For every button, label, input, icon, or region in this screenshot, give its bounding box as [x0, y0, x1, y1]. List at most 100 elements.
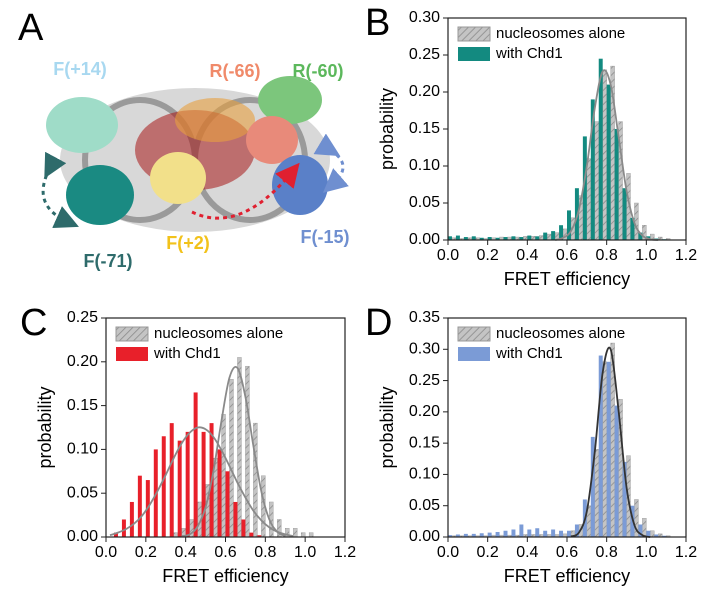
bar [543, 232, 548, 240]
bar [137, 475, 142, 537]
bar [257, 535, 262, 537]
site-label: R(-66) [209, 61, 260, 81]
legend-label: with Chd1 [495, 345, 563, 362]
bar [574, 524, 579, 537]
arrow [191, 162, 300, 220]
bar [193, 392, 198, 537]
bar [567, 530, 571, 537]
bar [463, 237, 468, 240]
x-tick-label: 1.0 [294, 544, 316, 561]
y-tick-label: 0.00 [67, 528, 98, 545]
bar [594, 449, 599, 538]
bar [630, 217, 635, 240]
y-tick-label: 0.15 [409, 120, 440, 137]
legend-swatch [115, 326, 149, 342]
site-label: F(+2) [166, 233, 210, 253]
bar [245, 365, 250, 538]
x-tick-label: 0.6 [556, 544, 578, 561]
bar [253, 422, 258, 538]
bar [471, 533, 476, 537]
bar [503, 530, 508, 537]
x-tick-label: 0.4 [516, 247, 538, 264]
y-tick-label: 0.05 [409, 497, 440, 514]
bar [308, 532, 314, 538]
x-tick-label: 0.2 [477, 247, 499, 264]
bar [121, 519, 126, 537]
legend-label: with Chd1 [495, 45, 563, 62]
bar [602, 69, 607, 241]
bar [448, 236, 452, 240]
bar [503, 237, 508, 240]
bar [479, 533, 484, 537]
bar [519, 524, 524, 537]
y-axis-title: probability [35, 386, 55, 468]
bar [567, 210, 571, 240]
x-axis-title: FRET efficiency [504, 566, 630, 586]
bar [113, 532, 118, 537]
y-tick-label: 0.15 [409, 434, 440, 451]
bar [293, 528, 298, 538]
x-tick-label: 0.6 [214, 544, 236, 561]
bar [519, 237, 524, 240]
dye [246, 116, 298, 164]
bar [177, 440, 182, 537]
panel-letter: B [365, 2, 390, 44]
x-tick-label: 0.6 [556, 247, 578, 264]
bar [602, 361, 607, 538]
bar [590, 436, 595, 537]
panel-letter: D [365, 302, 392, 344]
x-tick-label: 0.2 [135, 544, 157, 561]
y-tick-label: 0.05 [409, 194, 440, 211]
y-tick-label: 0.25 [409, 46, 440, 63]
bar [598, 355, 603, 537]
bar [654, 534, 659, 537]
x-tick-label: 1.2 [675, 247, 697, 264]
bar [129, 501, 134, 537]
legend-swatch [458, 47, 490, 61]
x-tick-label: 0.4 [516, 544, 538, 561]
bar [638, 524, 643, 537]
bar [606, 84, 611, 240]
legend-label: nucleosomes alone [496, 25, 625, 42]
site-label: F(-15) [301, 227, 350, 247]
bar [487, 532, 492, 537]
bar [606, 361, 611, 537]
y-tick-label: 0.10 [409, 157, 440, 174]
y-tick-label: 0.30 [409, 9, 440, 26]
panel-letter: C [20, 302, 47, 344]
fit-curve [554, 69, 659, 241]
bar [487, 237, 492, 240]
y-tick-label: 0.20 [409, 83, 440, 100]
bar [535, 236, 540, 240]
bar [582, 136, 587, 240]
y-tick-label: 0.00 [409, 231, 440, 248]
panel-letter: A [18, 7, 44, 49]
bar [622, 461, 627, 537]
bar [551, 231, 556, 240]
dye [66, 165, 134, 225]
x-tick-label: 0.8 [254, 544, 276, 561]
bar [249, 532, 254, 537]
bar [201, 431, 206, 537]
bar [662, 535, 667, 537]
site-label: F(-71) [84, 251, 133, 271]
bar [539, 235, 544, 241]
y-tick-label: 0.00 [409, 528, 440, 545]
arrow [41, 151, 79, 229]
bar [173, 532, 178, 538]
legend-label: nucleosomes alone [496, 325, 625, 342]
y-tick-label: 0.20 [409, 403, 440, 420]
panel-a: A F(+14) R(-66) R(-60) F(-71) F(+2) F(-1… [18, 7, 350, 271]
x-tick-label: 0.2 [477, 544, 499, 561]
x-axis-title: FRET efficiency [162, 566, 288, 586]
bar [559, 225, 564, 240]
legend-swatch [457, 326, 491, 342]
bar [185, 431, 190, 537]
bar [559, 530, 564, 537]
bar [594, 121, 599, 241]
bar [614, 405, 619, 537]
bar [551, 529, 556, 537]
site-label: R(-60) [292, 61, 343, 81]
x-tick-label: 0.0 [95, 544, 117, 561]
bar [217, 449, 222, 537]
